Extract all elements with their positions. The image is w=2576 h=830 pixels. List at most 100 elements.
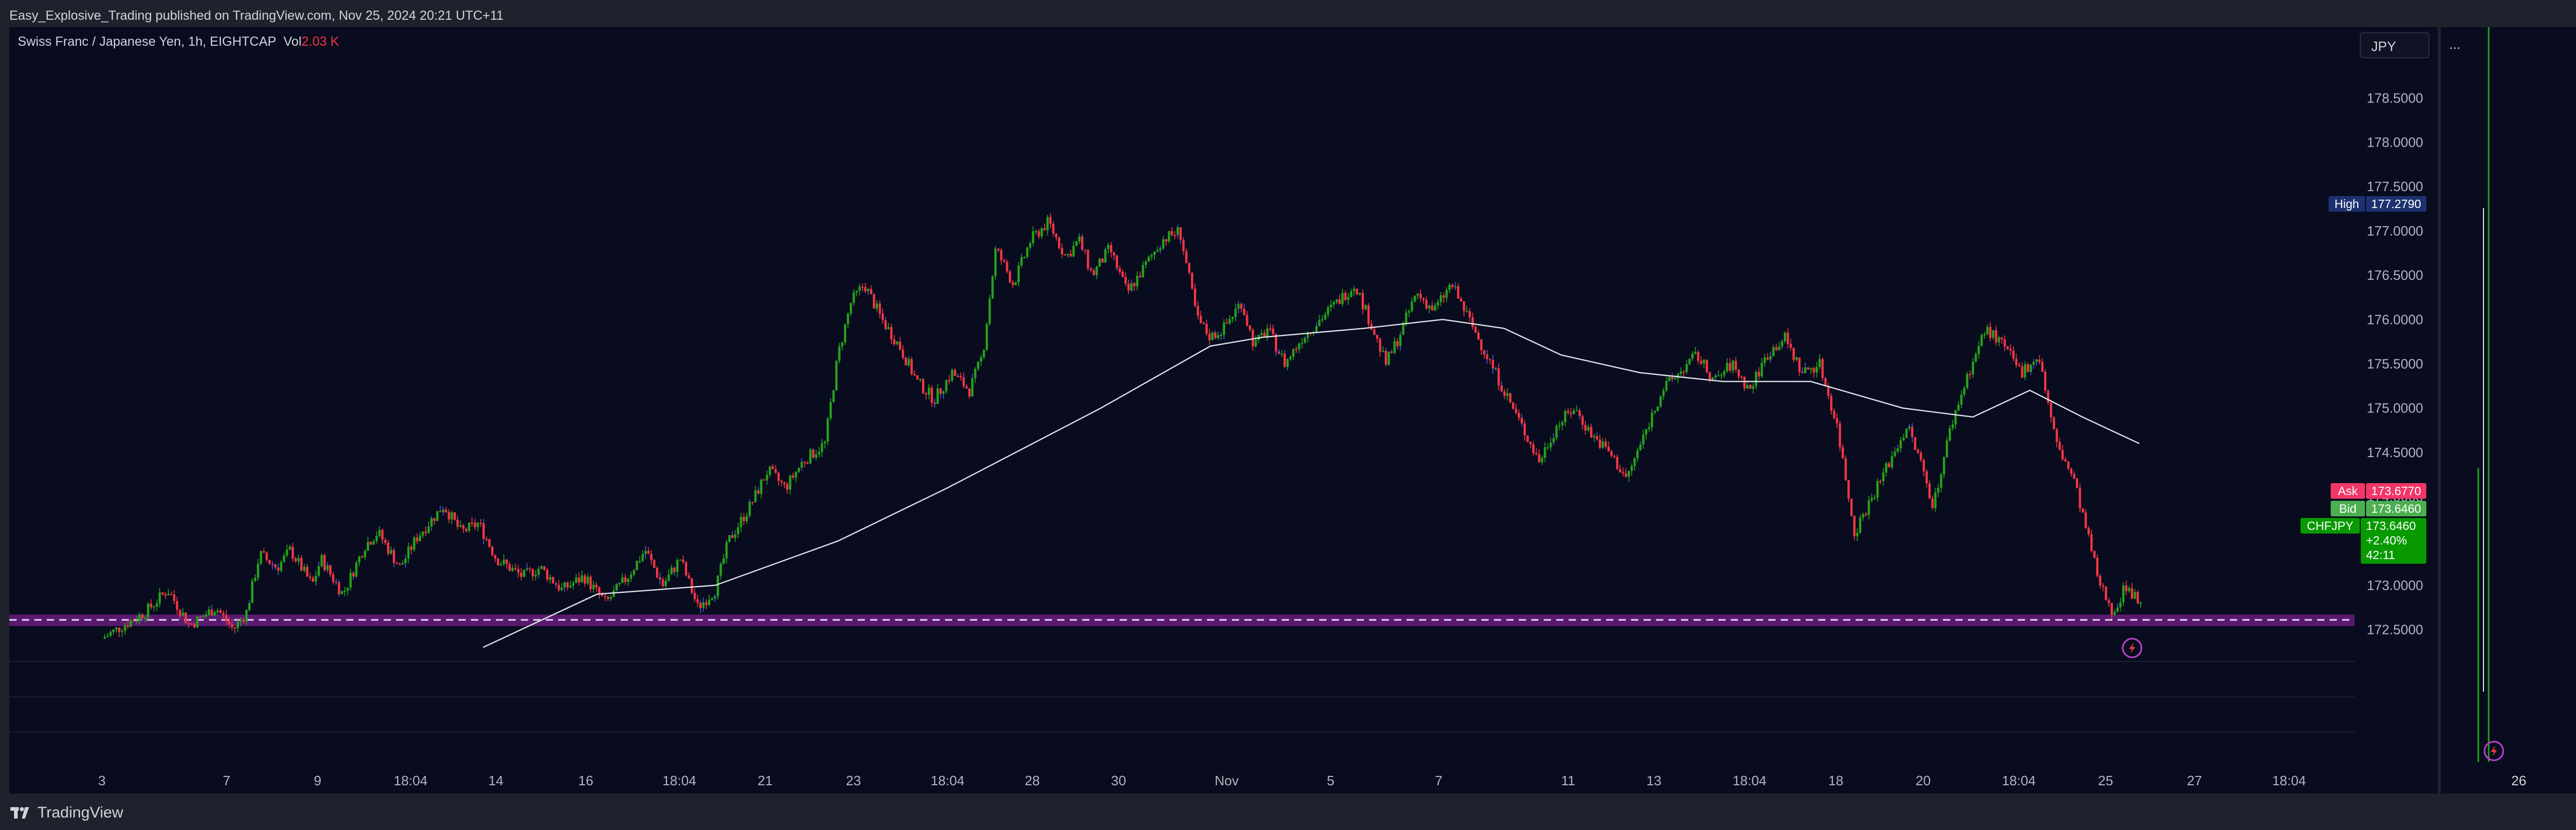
candle-body [679,560,681,561]
candle-body [1544,447,1546,458]
candle-body [1942,457,1946,475]
candle-body [239,619,242,622]
candle-body [1457,286,1460,299]
candle-body [583,575,586,584]
candle-body [216,610,219,613]
candle-body [1052,224,1055,234]
candle-body [352,573,355,577]
candle-body [760,479,763,494]
candle-body [1095,266,1098,275]
candle-body [439,511,442,512]
candle-body [1931,498,1934,508]
candle-body [1842,447,1844,459]
candle-body [1408,311,1411,313]
candle-body [1240,304,1243,309]
candle-body [705,602,708,605]
candle-body [734,534,737,538]
candle-body [1916,449,1920,453]
high-tag-label: High [2334,197,2359,211]
candle-body [1069,253,1072,257]
candle-body [1619,469,1622,472]
candle-body [494,555,496,559]
time-tick-label: 21 [758,773,773,788]
time-tick-label: 20 [1916,773,1931,788]
candle-body [1272,328,1274,334]
candle-body [465,528,468,531]
candle-body [797,468,800,472]
candle-body [1760,362,1763,377]
candle-body [1422,298,1425,300]
side-time-label: 26 [2512,773,2527,788]
candle-body [387,542,390,554]
candle-body [832,390,835,403]
candle-body [176,601,178,610]
candle-body [1650,412,1653,427]
brand[interactable]: TradingView [10,804,123,822]
candle-body [1416,293,1419,296]
candle-body [928,387,930,395]
candle-body [1041,228,1043,237]
price-tick-label: 175.0000 [2367,400,2423,416]
candle-body [1330,304,1332,308]
candle-body [1920,452,1922,460]
candle-body [786,484,788,490]
candle-body [1266,328,1269,336]
candle-body [1121,271,1124,277]
candle-body [470,522,474,524]
candle-body [413,537,416,550]
candle-body [1570,412,1572,414]
candle-body [1512,402,1515,409]
candle-body [1911,426,1914,437]
candle-body [1946,440,1948,457]
candle-body [1896,448,1899,452]
candle-body [659,577,662,580]
candle-body [618,582,621,584]
candle-body [783,482,786,484]
candle-body [410,547,413,550]
candle-body [1631,466,1633,471]
candle-body [407,547,410,559]
candle-body [788,475,792,490]
side-pane-menu-button[interactable]: ... [2449,36,2461,52]
candle-body [1665,381,1668,391]
side-pane[interactable] [2441,27,2576,794]
candle-body [896,341,899,344]
candle-body [482,523,485,539]
chart-pane[interactable] [9,27,2438,794]
candle-body [1072,245,1075,257]
candle-body [1219,335,1223,336]
candle-body [563,582,566,588]
candle-body [150,604,152,607]
candle-body [1234,308,1237,317]
currency-selector-button[interactable]: JPY [2360,32,2429,58]
candle-body [1572,410,1575,414]
last-value: 173.6460 [2366,519,2416,533]
price-tick-label: 176.5000 [2367,267,2423,283]
candle-body [566,582,569,588]
candle-body [1674,378,1676,380]
candle-body [257,563,259,578]
candle-body [708,600,711,605]
candle-body [581,575,583,582]
candle-body [662,579,664,586]
candle-body [1717,375,1720,377]
candle-body [650,553,653,560]
candle-body [1286,359,1289,367]
candle-body [1873,497,1876,499]
candle-body [1179,227,1182,240]
candle-body [1697,352,1700,361]
candle-body [1431,305,1434,310]
candle-body [1292,348,1295,357]
candle-body [1723,371,1726,375]
candle-body [1341,293,1344,304]
candle-body [870,289,873,294]
candle-body [1205,323,1208,334]
candle-body [988,299,991,324]
candle-body [1894,451,1896,457]
candle-body [1145,261,1147,265]
candle-body [890,327,893,340]
candle-body [314,575,317,582]
candle-body [1798,357,1801,372]
candle-body [392,550,396,563]
